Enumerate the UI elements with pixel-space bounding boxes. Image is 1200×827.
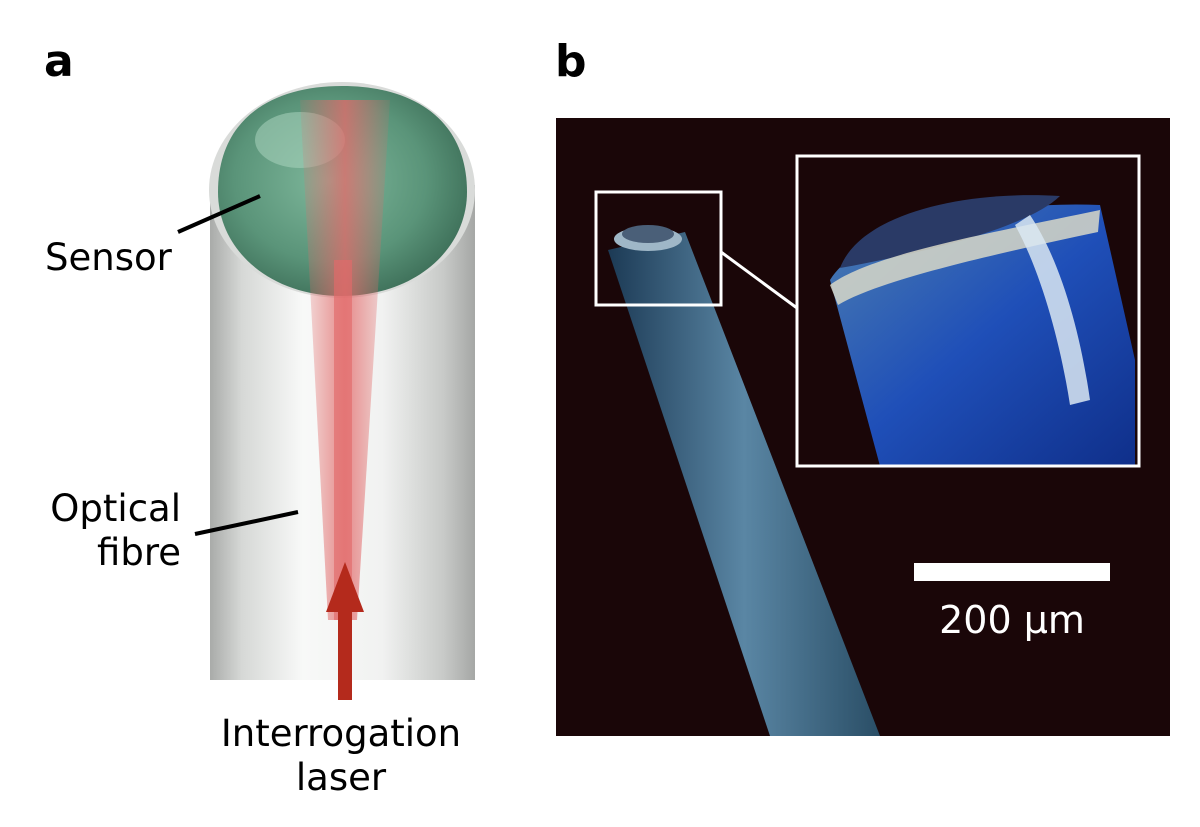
scale-bar-label: 200 μm (939, 598, 1085, 642)
panel-label-b: b (555, 36, 587, 87)
laser-arrow-shaft (338, 600, 352, 700)
interrogation-laser-label-line1: Interrogation (220, 712, 462, 755)
inset-glint (1015, 215, 1090, 405)
zoom-box (594, 190, 723, 307)
optical-fibre-label-line1: Optical (50, 487, 181, 530)
optical-fibre-label: Optical fibre (45, 487, 181, 574)
laser-arrow-head (326, 562, 364, 612)
interrogation-laser-label: Interrogation laser (216, 712, 466, 799)
inset-frame (795, 154, 1141, 468)
inset-sensor-dome (840, 195, 1060, 268)
photo-sensor-cap (622, 225, 674, 243)
zoom-connector (720, 250, 798, 310)
inset-image (797, 156, 1139, 466)
scale-bar (914, 563, 1110, 581)
micrograph (556, 118, 1170, 736)
interrogation-laser-label-line2: laser (295, 755, 387, 799)
photo-fibre (608, 232, 880, 736)
fibre-diagram (177, 82, 475, 700)
sensor-leader-line (177, 194, 261, 234)
panel-label-a: a (44, 36, 74, 87)
fibre-leader-line (194, 510, 299, 536)
laser-beam-core (334, 260, 352, 620)
optical-fibre-label-line2: fibre (97, 530, 181, 574)
sensor-label: Sensor (45, 236, 172, 279)
